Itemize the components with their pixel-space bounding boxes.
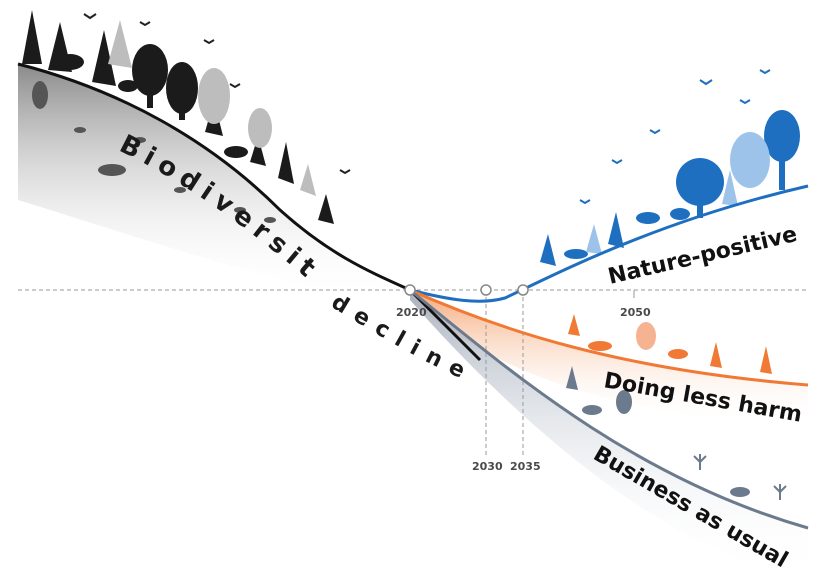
marker-2030 [480,284,492,296]
nature-positive-forest [540,110,800,266]
bau-curve [409,288,809,530]
faded-forest [108,20,316,196]
bau-shade [410,290,808,580]
nature-positive-curve [409,184,809,303]
marker-2035 [517,284,529,296]
bird-silhouettes-left [83,13,351,175]
decline-curve [17,62,411,292]
nature-positive-faded [586,132,770,254]
year-2035-label: 2035 [510,460,541,473]
bird-silhouettes-right [579,69,771,205]
year-2030-label: 2030 [472,460,503,473]
marker-2020 [404,284,416,296]
year-2050-label: 2050 [620,306,651,319]
decline-shade [18,64,410,300]
less-harm-trees [568,314,772,374]
business-as-usual-label: Business as usual [589,442,792,574]
harm-shade [410,290,808,425]
fish-silhouettes [32,81,276,223]
year-2020-label: 2020 [396,306,427,319]
forest-silhouettes [22,10,334,224]
bau-trees [566,366,787,500]
less-harm-curve [409,288,809,387]
nature-positive-label: Nature-positive [606,222,800,290]
